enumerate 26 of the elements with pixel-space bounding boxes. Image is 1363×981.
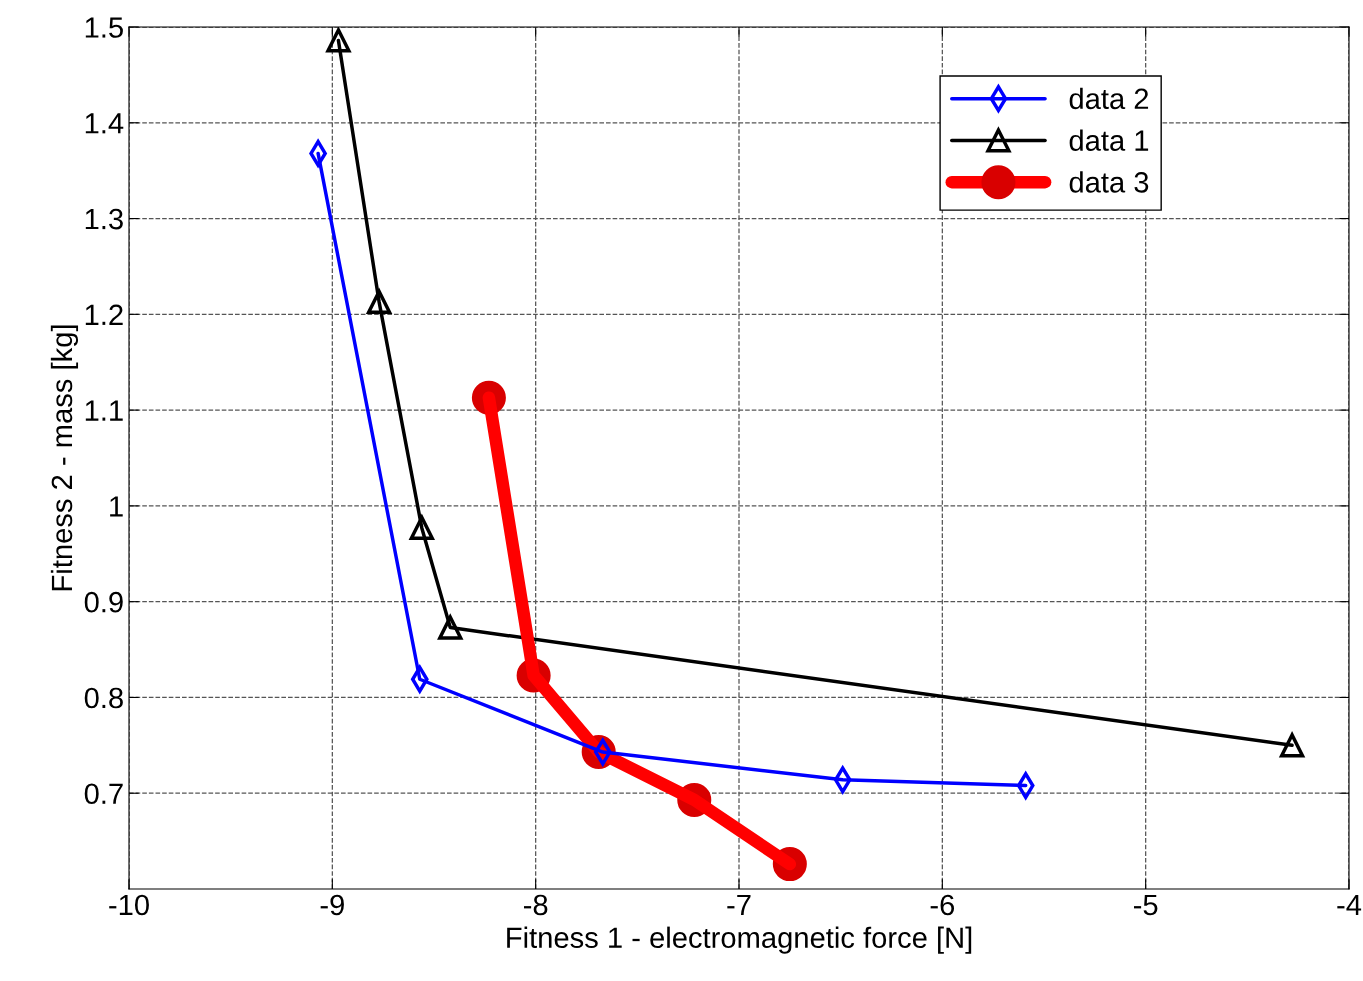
x-tick-label: -4	[1337, 894, 1362, 915]
y-tick-label: 0.9	[84, 591, 123, 613]
x-tick-label: -9	[320, 894, 344, 916]
point	[438, 615, 463, 640]
y-tick-label: 1	[110, 496, 123, 517]
legend-label: data 1	[1069, 129, 1149, 151]
y-tick-label: 1.4	[85, 113, 124, 134]
y-tick-label: 0.8	[84, 687, 123, 709]
y-tick-label: 1.2	[85, 304, 123, 325]
y-tick-label: 0.7	[84, 783, 123, 805]
y-tick-label: 1.5	[85, 17, 123, 38]
x-tick-label: -5	[1134, 894, 1158, 916]
legend-label: data 3	[1069, 171, 1149, 193]
legend-label: data 2	[1069, 87, 1149, 110]
x-tick-label: -8	[524, 894, 548, 916]
y-tick-label: 1.3	[85, 208, 123, 230]
x-tick-label: -6	[930, 894, 955, 916]
x-tick-label: -10	[109, 894, 149, 916]
y-axis-title: Fitness 2 - mass [kg]	[50, 325, 79, 591]
y-tick-label: 1.1	[85, 400, 123, 421]
point	[366, 287, 393, 315]
point	[1279, 733, 1305, 758]
point	[326, 28, 351, 53]
x-axis-title: Fitness 1 - electromagnetic force [N]	[507, 926, 972, 954]
point	[408, 513, 435, 541]
x-tick-label: -7	[727, 894, 751, 915]
